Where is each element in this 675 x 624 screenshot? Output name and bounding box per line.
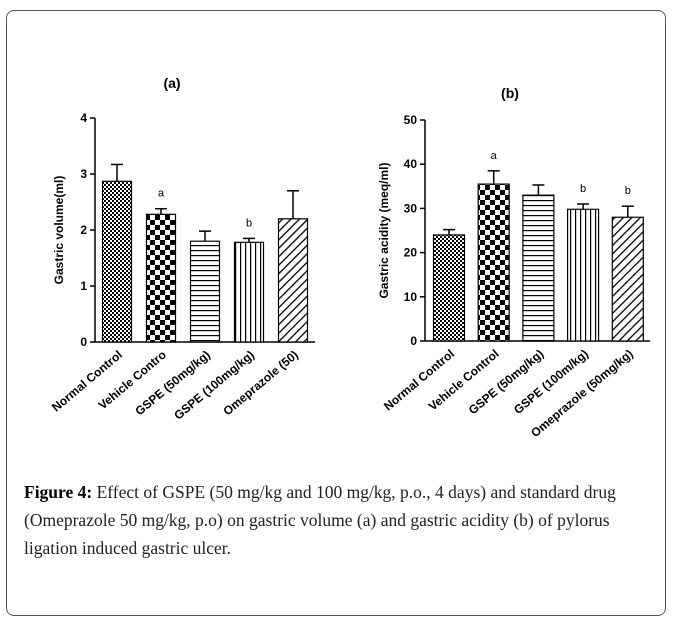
y-axis-label: Gastric volume(ml) bbox=[52, 176, 66, 285]
caption-text: Effect of GSPE (50 mg/kg and 100 mg/kg, … bbox=[24, 482, 616, 558]
y-tick-label: 10 bbox=[404, 290, 418, 304]
chart-title: (b) bbox=[501, 85, 519, 101]
y-tick-label: 50 bbox=[404, 113, 418, 127]
x-tick-label: Omeprazole (50) bbox=[220, 348, 301, 419]
significance-letter: b bbox=[625, 185, 631, 197]
bar bbox=[477, 183, 510, 342]
significance-letter: b bbox=[246, 217, 252, 229]
y-tick-label: 2 bbox=[80, 223, 87, 237]
y-tick-label: 20 bbox=[404, 246, 418, 260]
y-tick-label: 40 bbox=[404, 157, 418, 171]
bar bbox=[432, 234, 466, 342]
bar bbox=[522, 194, 555, 342]
figure-frame bbox=[6, 10, 666, 616]
significance-letter: b bbox=[580, 183, 586, 195]
bar bbox=[145, 213, 177, 343]
x-tick-label: GSPE (100mg/kg) bbox=[171, 348, 257, 423]
bar bbox=[189, 240, 221, 343]
y-axis-label: Gastric acidity (meq/ml) bbox=[377, 162, 391, 298]
x-tick-label: GSPE (50mg/kg) bbox=[466, 347, 547, 418]
caption-label: Figure 4: bbox=[24, 482, 93, 502]
bar bbox=[566, 208, 600, 342]
caption: Figure 4: Effect of GSPE (50 mg/kg and 1… bbox=[24, 478, 652, 562]
y-tick-label: 3 bbox=[80, 167, 87, 181]
chart-title: (a) bbox=[163, 75, 180, 91]
bar bbox=[233, 241, 265, 343]
y-tick-label: 1 bbox=[80, 279, 87, 293]
x-tick-label: GSPE (50mg/kg) bbox=[132, 348, 213, 419]
y-tick-label: 30 bbox=[404, 201, 418, 215]
x-tick-label: GSPE (100m/kg) bbox=[511, 347, 591, 417]
y-tick-label: 0 bbox=[410, 334, 417, 348]
significance-letter: a bbox=[491, 150, 498, 162]
significance-letter: a bbox=[158, 188, 165, 200]
bar bbox=[101, 180, 133, 343]
bar bbox=[277, 218, 309, 343]
bar bbox=[611, 216, 644, 342]
y-tick-label: 4 bbox=[80, 111, 87, 125]
y-tick-label: 0 bbox=[80, 335, 87, 349]
